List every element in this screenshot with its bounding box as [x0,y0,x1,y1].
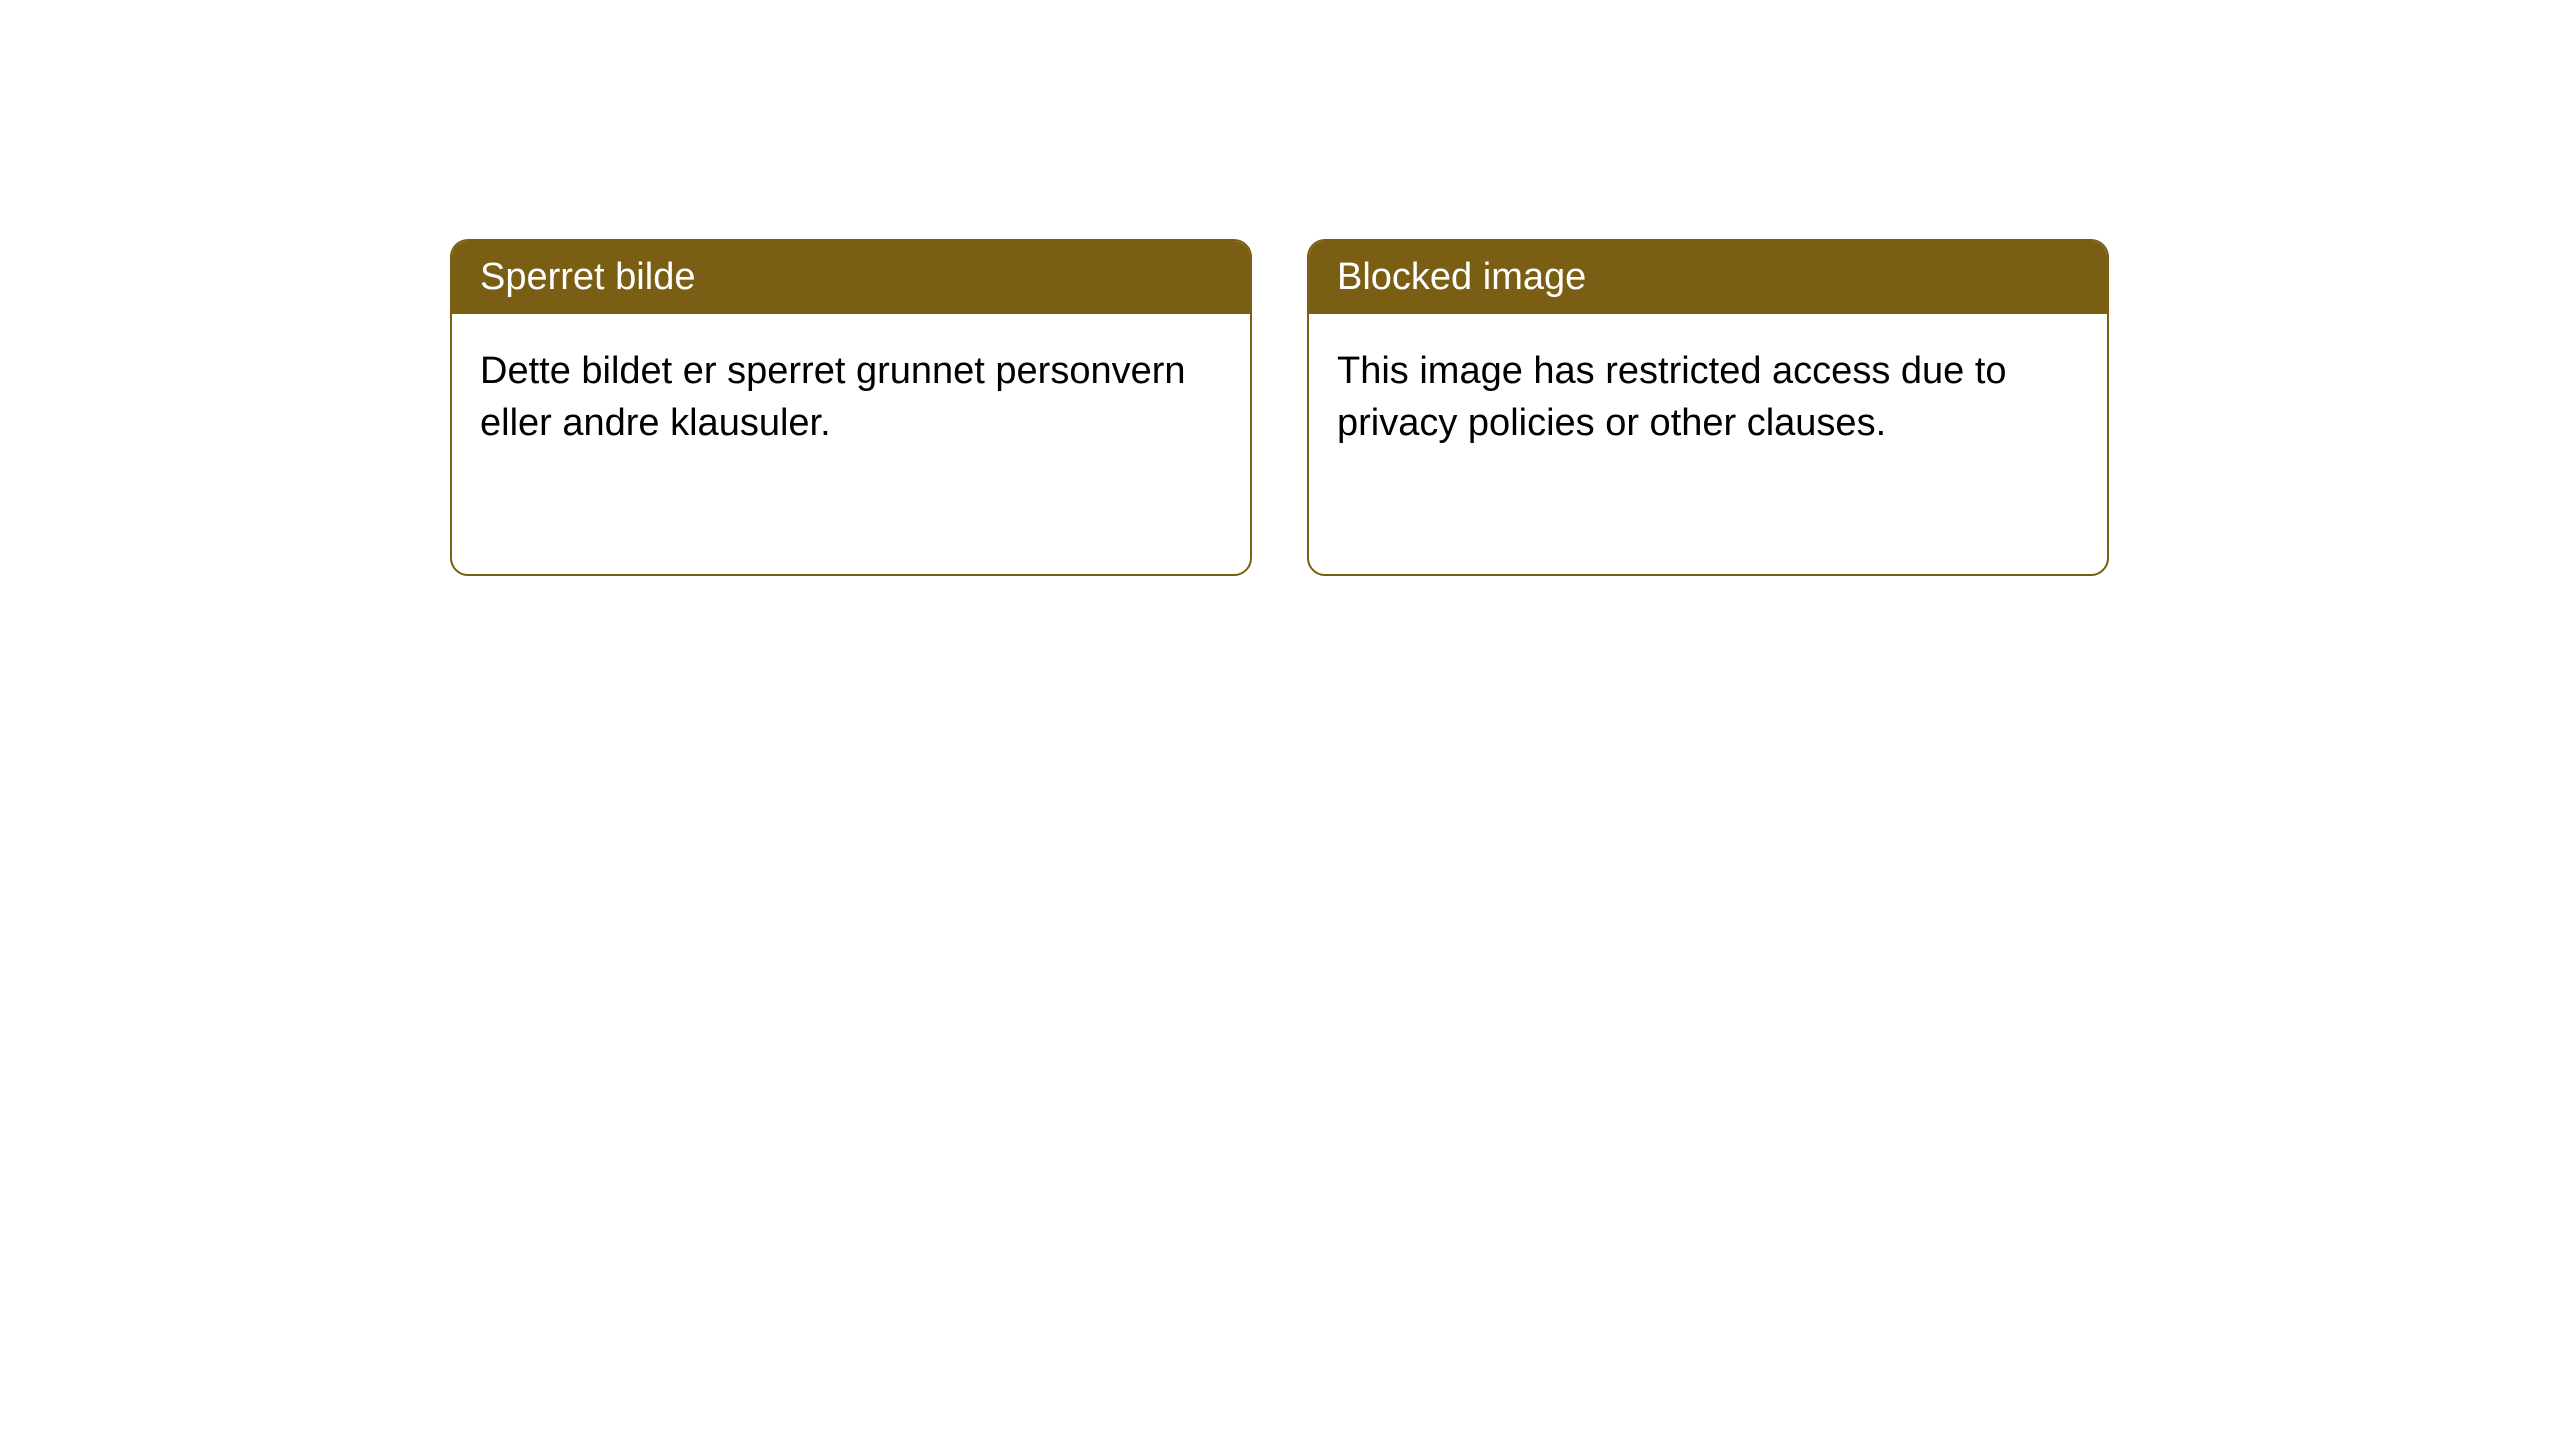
notice-card-norwegian: Sperret bilde Dette bildet er sperret gr… [450,239,1252,576]
notice-card-english: Blocked image This image has restricted … [1307,239,2109,576]
notice-container: Sperret bilde Dette bildet er sperret gr… [450,239,2109,576]
notice-body-text: This image has restricted access due to … [1337,350,2007,443]
notice-body-text: Dette bildet er sperret grunnet personve… [480,350,1186,443]
notice-body: Dette bildet er sperret grunnet personve… [452,314,1250,481]
notice-header: Blocked image [1309,241,2107,314]
notice-title: Sperret bilde [480,256,695,298]
notice-body: This image has restricted access due to … [1309,314,2107,481]
notice-header: Sperret bilde [452,241,1250,314]
notice-title: Blocked image [1337,256,1586,298]
